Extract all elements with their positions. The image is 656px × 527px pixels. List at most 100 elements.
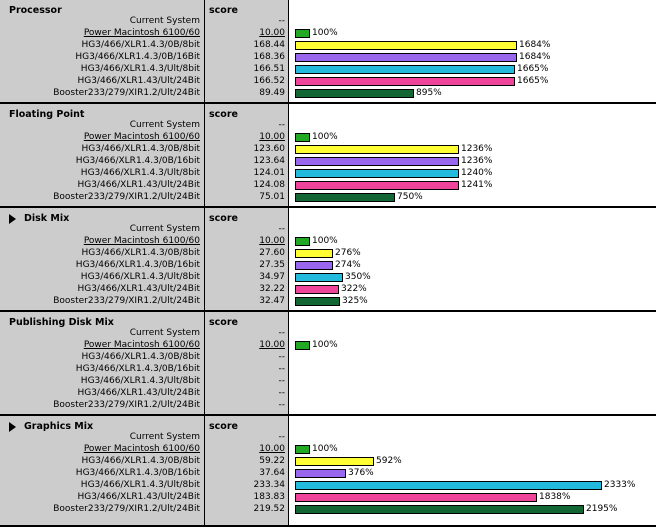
result-row: HG3/466/XLR1.4.3/Ult/8bit 124.01 1240% (0, 167, 656, 179)
percent-label: 325% (342, 296, 368, 306)
system-label: Booster233/279/XIR1.2/Ult/24Bit (53, 400, 200, 410)
result-row: HG3/466/XLR1.43/Ult/24Bit -- (0, 387, 656, 399)
benchmark-section: Graphics Mix score Current System -- Power M… (0, 416, 656, 527)
result-bar (295, 169, 459, 178)
score-value: -- (278, 400, 286, 410)
result-bar (295, 77, 515, 86)
percent-label: 1838% (539, 492, 571, 502)
graph-area (289, 208, 656, 312)
score-value: 168.44 (253, 40, 286, 50)
baseline-system-link[interactable]: Power Macintosh 6100/60 (83, 28, 200, 38)
result-row: Booster233/279/XIR1.2/Ult/24Bit -- (0, 399, 656, 411)
result-row: Power Macintosh 6100/60 10.00 100% (0, 131, 656, 143)
disclosure-triangle-icon[interactable] (9, 214, 16, 224)
result-row: HG3/466/XLR1.4.3/0B/16bit 37.64 376% (0, 467, 656, 479)
system-label: HG3/466/XLR1.4.3/0B/8bit (81, 352, 200, 362)
graph-area (289, 312, 656, 416)
score-value: 32.47 (259, 296, 285, 306)
label-column (0, 208, 289, 312)
result-row: HG3/466/XLR1.43/Ult/24Bit 32.22 322% (0, 283, 656, 295)
column-divider (204, 0, 205, 104)
score-value: -- (278, 432, 286, 442)
result-bar (295, 237, 310, 246)
score-column-header: score (209, 5, 238, 16)
result-row: Power Macintosh 6100/60 10.00 100% (0, 27, 656, 39)
system-label: HG3/466/XLR1.43/Ult/24Bit (77, 388, 200, 398)
score-value: 89.49 (259, 88, 285, 98)
score-value: 10.00 (259, 28, 285, 38)
system-label: HG3/466/XLR1.4.3/Ult/8bit (80, 168, 200, 178)
score-value: 10.00 (259, 132, 285, 142)
result-row: HG3/466/XLR1.4.3/0B/16bit 123.64 1236% (0, 155, 656, 167)
result-row: HG3/466/XLR1.4.3/0B/16Bit 168.36 1684% (0, 51, 656, 63)
percent-label: 276% (335, 248, 361, 258)
column-divider (204, 208, 205, 312)
result-row: Power Macintosh 6100/60 10.00 100% (0, 443, 656, 455)
percent-label: 2195% (586, 504, 618, 514)
section-title: Floating Point (9, 109, 85, 120)
result-row: HG3/466/XLR1.43/Ult/24Bit 183.83 1838% (0, 491, 656, 503)
system-label: HG3/466/XLR1.4.3/0B/8bit (81, 40, 200, 50)
label-column (0, 416, 289, 527)
column-divider (204, 104, 205, 208)
section-divider (0, 414, 656, 416)
label-column (0, 312, 289, 416)
system-label: Current System (129, 224, 200, 234)
score-value: -- (278, 224, 286, 234)
baseline-system-link[interactable]: Power Macintosh 6100/60 (83, 444, 200, 454)
section-divider (0, 102, 656, 104)
system-label: HG3/466/XLR1.4.3/Ult/8bit (80, 64, 200, 74)
system-label: Booster233/279/XIR1.2/Ult/24Bit (53, 504, 200, 514)
percent-label: 2333% (604, 480, 636, 490)
result-bar (295, 273, 343, 282)
percent-label: 100% (312, 444, 338, 454)
percent-label: 750% (397, 192, 423, 202)
result-row: Current System -- (0, 15, 656, 27)
baseline-system-link[interactable]: Power Macintosh 6100/60 (83, 132, 200, 142)
system-label: HG3/466/XLR1.4.3/Ult/8bit (80, 376, 200, 386)
result-row: Current System -- (0, 431, 656, 443)
score-value: -- (278, 16, 286, 26)
percent-label: 1236% (461, 144, 493, 154)
result-row: HG3/466/XLR1.43/Ult/24Bit 124.08 1241% (0, 179, 656, 191)
score-value: -- (278, 120, 286, 130)
result-bar (295, 505, 584, 514)
result-row: Power Macintosh 6100/60 10.00 100% (0, 339, 656, 351)
result-row: HG3/466/XLR1.4.3/Ult/8bit 233.34 2333% (0, 479, 656, 491)
percent-label: 100% (312, 340, 338, 350)
benchmark-section: Disk Mix score Current System -- Power Macin… (0, 208, 656, 312)
result-row: Current System -- (0, 223, 656, 235)
section-title: Publishing Disk Mix (9, 317, 114, 328)
benchmark-section: Publishing Disk Mix score Current System --… (0, 312, 656, 416)
result-bar (295, 157, 459, 166)
baseline-system-link[interactable]: Power Macintosh 6100/60 (83, 340, 200, 350)
result-row: HG3/466/XLR1.43/Ult/24Bit 166.52 1665% (0, 75, 656, 87)
result-row: Booster233/279/XIR1.2/Ult/24Bit 75.01 750% (0, 191, 656, 203)
result-bar (295, 457, 374, 466)
result-bar (295, 65, 515, 74)
result-row: HG3/466/XLR1.4.3/0B/16bit -- (0, 363, 656, 375)
result-row: HG3/466/XLR1.4.3/Ult/8bit 34.97 350% (0, 271, 656, 283)
score-column-header: score (209, 317, 238, 328)
percent-label: 1241% (461, 180, 493, 190)
score-column-header: score (209, 213, 238, 224)
percent-label: 895% (416, 88, 442, 98)
score-value: 32.22 (259, 284, 285, 294)
label-column (0, 104, 289, 208)
percent-label: 1684% (519, 52, 551, 62)
system-label: HG3/466/XLR1.4.3/0B/8bit (81, 456, 200, 466)
score-value: 37.64 (259, 468, 285, 478)
disclosure-triangle-icon[interactable] (9, 422, 16, 432)
column-divider (204, 416, 205, 527)
result-row: Booster233/279/XIR1.2/Ult/24Bit 32.47 325% (0, 295, 656, 307)
score-value: 168.36 (253, 52, 286, 62)
baseline-system-link[interactable]: Power Macintosh 6100/60 (83, 236, 200, 246)
system-label: HG3/466/XLR1.4.3/0B/16Bit (75, 52, 200, 62)
result-bar (295, 469, 346, 478)
score-value: 166.51 (253, 64, 286, 74)
score-column-header: score (209, 421, 238, 432)
result-row: HG3/466/XLR1.4.3/Ult/8bit 166.51 1665% (0, 63, 656, 75)
system-label: Current System (129, 328, 200, 338)
result-bar (295, 297, 340, 306)
system-label: Current System (129, 120, 200, 130)
